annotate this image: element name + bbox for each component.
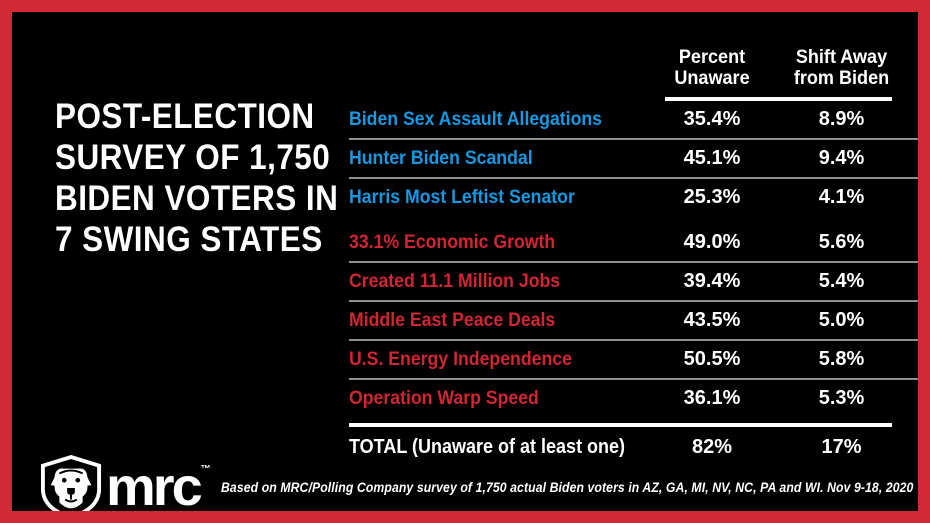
table-row: U.S. Energy Independence 50.5% 5.8% [349,341,918,378]
shift-away-value: 8.9% [818,108,865,130]
shift-away-value: 5.6% [818,231,865,253]
table-row: Harris Most Leftist Senator 25.3% 4.1% [349,179,918,216]
bulldog-shield-icon [40,454,102,511]
row-label: Harris Most Leftist Senator [349,186,575,208]
total-label: TOTAL (Unaware of at least one) [349,435,626,458]
title-line: 7 SWING STATES [55,220,323,259]
percent-unaware-value: 43.5% [683,309,741,331]
table-row: Middle East Peace Deals 43.5% 5.0% [349,302,918,339]
row-label: Operation Warp Speed [349,387,539,409]
total-shift-away-value: 17% [821,435,862,458]
percent-unaware-value: 25.3% [683,186,741,208]
row-divider [349,300,918,302]
table-row: Hunter Biden Scandal 45.1% 9.4% [349,140,918,177]
percent-unaware-value: 45.1% [683,147,741,169]
row-label: 33.1% Economic Growth [349,231,556,253]
shift-away-value: 4.1% [818,186,865,208]
total-percent-unaware-value: 82% [691,435,733,458]
row-divider [349,138,918,140]
footer: mrc ™ Based on MRC/Polling Company surve… [40,454,918,517]
percent-unaware-value: 39.4% [683,270,741,292]
shift-away-value: 9.4% [818,147,865,169]
table-row: Biden Sex Assault Allegations 35.4% 8.9% [349,101,918,138]
table-total-row: TOTAL (Unaware of at least one) 82% 17% [349,430,918,464]
row-label: Middle East Peace Deals [349,309,556,331]
row-label: Hunter Biden Scandal [349,147,533,169]
row-divider [349,378,918,380]
percent-unaware-value: 50.5% [683,348,741,370]
title-line: POST-ELECTION [55,97,315,136]
total-divider [349,423,892,427]
mrc-logo: mrc ™ [40,454,211,517]
row-label: Created 11.1 Million Jobs [349,270,561,292]
survey-table: Percent Unaware Shift Away from Biden Bi… [349,28,918,464]
row-divider [349,177,918,179]
percent-unaware-value: 36.1% [683,387,741,409]
shift-away-value: 5.0% [818,309,865,331]
title-line: SURVEY OF 1,750 [55,138,331,177]
row-divider [349,261,918,263]
percent-unaware-value: 35.4% [683,108,741,130]
header-underline [665,97,892,101]
percent-unaware-value: 49.0% [683,231,741,253]
row-label: Biden Sex Assault Allegations [349,108,603,130]
table-row: 33.1% Economic Growth 49.0% 5.6% [349,224,918,261]
shift-away-value: 5.3% [818,387,865,409]
trademark-symbol: ™ [200,464,211,475]
column-header-shift-away: Shift Away from Biden [793,47,890,89]
title-line: BIDEN VOTERS IN [55,179,339,218]
column-header-percent-unaware: Percent Unaware [674,47,750,89]
mrc-logo-text: mrc [106,456,203,517]
shift-away-value: 5.4% [818,270,865,292]
row-label: U.S. Energy Independence [349,348,572,370]
shift-away-value: 5.8% [818,348,865,370]
table-row: Operation Warp Speed 36.1% 5.3% [349,380,918,417]
table-row: Created 11.1 Million Jobs 39.4% 5.4% [349,263,918,300]
group-gap [349,216,918,224]
page-title: POST-ELECTION SURVEY OF 1,750 BIDEN VOTE… [55,96,338,260]
table-header-row: Percent Unaware Shift Away from Biden [349,28,918,97]
source-note: Based on MRC/Polling Company survey of 1… [220,479,914,495]
row-divider [349,339,918,341]
